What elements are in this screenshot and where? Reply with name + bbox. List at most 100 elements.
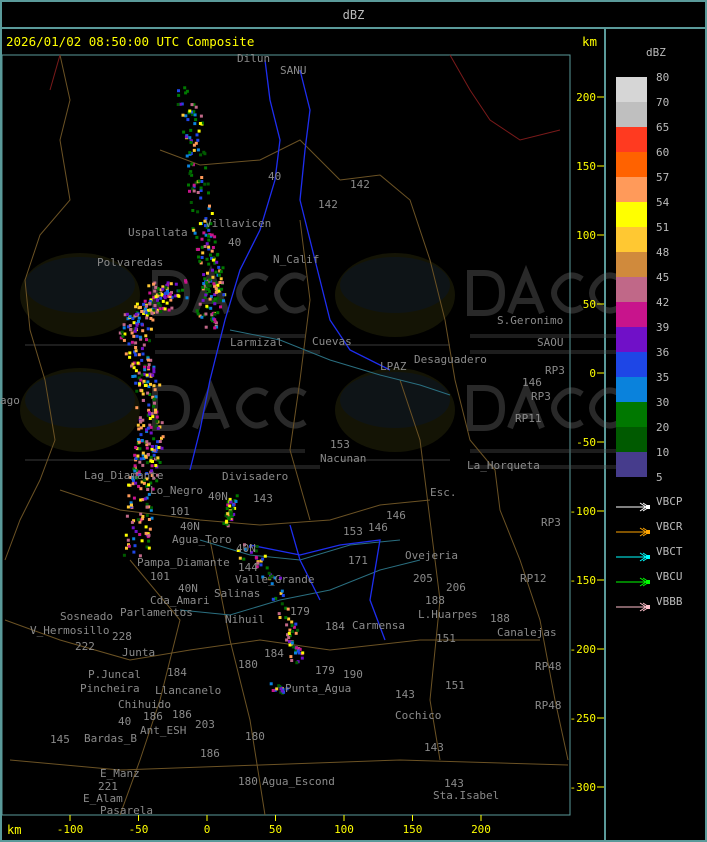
echo-pixel	[135, 302, 139, 306]
map-label: 186	[143, 710, 163, 723]
echo-pixel	[150, 445, 154, 448]
boundary-line	[399, 379, 441, 761]
map-label: V_Hermosillo	[30, 624, 109, 637]
legend-level-label: 42	[656, 296, 670, 309]
echo-pixel	[291, 645, 295, 649]
legend-level-label: 35	[656, 371, 670, 384]
legend-title: dBZ	[646, 46, 666, 59]
echo-pixel	[206, 223, 210, 227]
echo-pixel	[152, 453, 156, 457]
echo-pixel	[290, 659, 294, 662]
map-label: Nacunan	[320, 452, 366, 465]
echo-pixel	[285, 623, 289, 627]
echo-pixel	[229, 517, 233, 520]
map-label: RP48	[535, 699, 562, 712]
echo-pixel	[144, 304, 148, 308]
echo-pixel	[270, 574, 274, 578]
y-tick-label: 200	[576, 91, 596, 104]
echo-pixel	[285, 638, 289, 642]
x-tick-label: 0	[204, 823, 211, 836]
echo-pixel	[196, 191, 200, 194]
echo-pixel	[205, 281, 209, 285]
echo-pixel	[229, 500, 233, 504]
timestamp-label: 2026/01/02 08:50:00 UTC Composite	[6, 34, 255, 49]
echo-pixel	[168, 294, 172, 298]
echo-pixel	[155, 419, 159, 423]
echo-pixel	[144, 334, 148, 338]
echo-pixel	[151, 395, 155, 399]
map-label: RP3	[541, 516, 561, 529]
y-tick-label: -150	[570, 574, 597, 587]
echo-pixel	[140, 373, 144, 377]
echo-pixel	[134, 312, 138, 316]
map-label: SAOU	[537, 336, 564, 349]
echo-pixel	[133, 544, 137, 548]
map-label: RP48	[535, 660, 562, 673]
echo-pixel	[146, 380, 150, 384]
echo-pixel	[180, 102, 184, 106]
echo-pixel	[147, 403, 151, 407]
echo-pixel	[197, 255, 200, 259]
map-label: Polvaredas	[97, 256, 163, 269]
echo-pixel	[139, 457, 143, 461]
echo-pixel	[203, 182, 207, 186]
radar-echoes	[118, 86, 305, 695]
echo-pixel	[279, 687, 283, 691]
echo-pixel	[140, 347, 144, 351]
echo-pixel	[160, 421, 164, 425]
echo-pixel	[203, 284, 207, 288]
map-label: RP12	[520, 572, 547, 585]
echo-pixel	[135, 406, 139, 410]
echo-pixel	[208, 284, 212, 288]
echo-pixel	[211, 268, 214, 272]
map-label: 143	[444, 777, 464, 790]
echo-pixel	[196, 148, 200, 152]
echo-pixel	[184, 280, 188, 284]
echo-pixel	[149, 327, 153, 331]
echo-pixel	[148, 417, 152, 420]
echo-pixel	[207, 234, 210, 238]
map-label: 222	[75, 640, 95, 653]
echo-pixel	[121, 334, 125, 338]
map-label: 143	[253, 492, 273, 505]
map-label: 142	[350, 178, 370, 191]
echo-pixel	[146, 327, 150, 331]
echo-pixel	[128, 324, 132, 328]
echo-pixel	[149, 508, 153, 512]
echo-pixel	[154, 285, 158, 289]
echo-pixel	[144, 307, 147, 311]
echo-pixel	[213, 293, 217, 297]
map-label: SANU	[280, 64, 307, 77]
echo-pixel	[292, 625, 296, 629]
boundary-line	[4, 54, 71, 561]
echo-pixel	[137, 470, 141, 474]
echo-pixel	[295, 661, 299, 665]
echo-pixel	[191, 187, 195, 191]
legend-level-label: 80	[656, 71, 670, 84]
echo-pixel	[202, 150, 206, 154]
y-tick-label: 150	[576, 160, 596, 173]
map-label: 153	[330, 438, 350, 451]
echo-pixel	[150, 412, 154, 416]
blue-line	[299, 69, 391, 371]
map-label: 40	[118, 715, 131, 728]
echo-pixel	[161, 285, 165, 289]
echo-pixel	[135, 323, 139, 327]
echo-pixel	[154, 444, 158, 448]
echo-pixel	[213, 326, 217, 330]
legend-level-label: 10	[656, 446, 670, 459]
echo-pixel	[147, 408, 151, 412]
map-label: 186	[172, 708, 192, 721]
echo-pixel	[281, 594, 285, 597]
echo-pixel	[181, 113, 185, 117]
echo-pixel	[126, 538, 130, 542]
echo-pixel	[156, 473, 159, 477]
echo-pixel	[216, 311, 220, 315]
echo-pixel	[151, 460, 154, 463]
echo-pixel	[235, 494, 239, 498]
echo-pixel	[149, 308, 152, 312]
echo-pixel	[296, 649, 300, 653]
echo-pixel	[207, 262, 211, 266]
echo-pixel	[255, 565, 259, 569]
